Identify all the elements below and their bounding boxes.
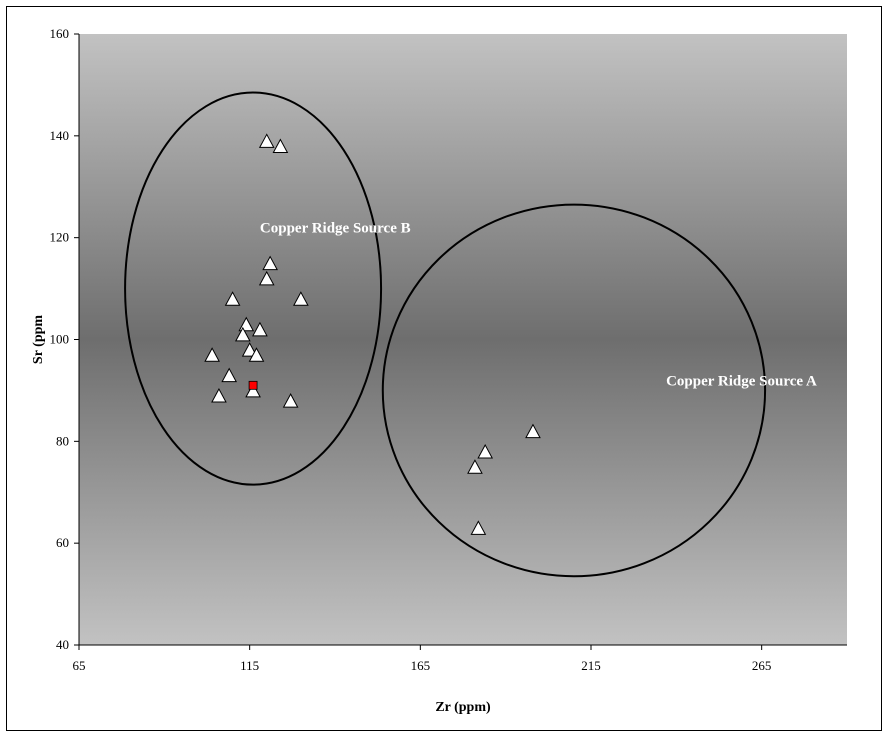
data-point-triangle <box>235 326 251 342</box>
x-tick-label: 165 <box>411 658 431 673</box>
y-tick-label: 120 <box>50 230 70 245</box>
region-label-0: Copper Ridge Source B <box>260 221 411 237</box>
data-point-triangle <box>293 291 309 306</box>
y-tick-label: 60 <box>56 535 69 550</box>
data-point-triangle <box>525 423 541 439</box>
y-tick-label: 100 <box>50 332 70 347</box>
x-tick-label: 265 <box>752 658 772 673</box>
y-tick-label: 40 <box>56 637 69 652</box>
x-axis-title: Zr (ppm) <box>435 700 491 715</box>
data-points <box>204 133 541 535</box>
y-tick-label: 140 <box>50 128 70 143</box>
data-point-triangle <box>245 382 261 398</box>
data-point-square <box>248 380 258 390</box>
data-point-triangle <box>258 133 275 148</box>
data-point-triangle <box>241 342 258 357</box>
axes: 40 60 80 100 120 140 160 65 115 165 215 265 Zr (ppm)… <box>31 26 847 715</box>
region-label-1: Copper Ridge Source A <box>666 373 817 389</box>
x-tick-label: 65 <box>73 658 86 673</box>
data-point-triangle <box>248 347 265 362</box>
labels: Copper Ridge Source B Copper Ridge Source… <box>260 221 817 390</box>
data-point-triangle <box>262 255 278 271</box>
annotation-layer <box>124 91 767 578</box>
data-point-triangle <box>477 443 494 459</box>
x-tick-label: 215 <box>581 658 601 673</box>
data-point-triangle <box>204 347 220 362</box>
data-point-triangle <box>211 387 227 403</box>
data-point-triangle <box>282 393 299 408</box>
data-point-triangle <box>224 291 241 306</box>
data-point-triangle <box>252 321 268 337</box>
y-tick-label: 80 <box>56 433 69 448</box>
data-point-triangle <box>221 367 238 383</box>
plot-area <box>79 34 847 645</box>
y-axis-title: Sr (ppm <box>31 315 46 364</box>
data-point-triangle <box>272 138 289 154</box>
y-tick-label: 160 <box>50 26 70 41</box>
x-tick-label: 115 <box>240 658 259 673</box>
data-point-triangle <box>470 520 487 535</box>
region-ellipse-1 <box>381 203 767 578</box>
data-point-triangle <box>258 270 275 286</box>
data-point-triangle <box>467 459 483 474</box>
region-ellipse-0 <box>124 91 383 486</box>
